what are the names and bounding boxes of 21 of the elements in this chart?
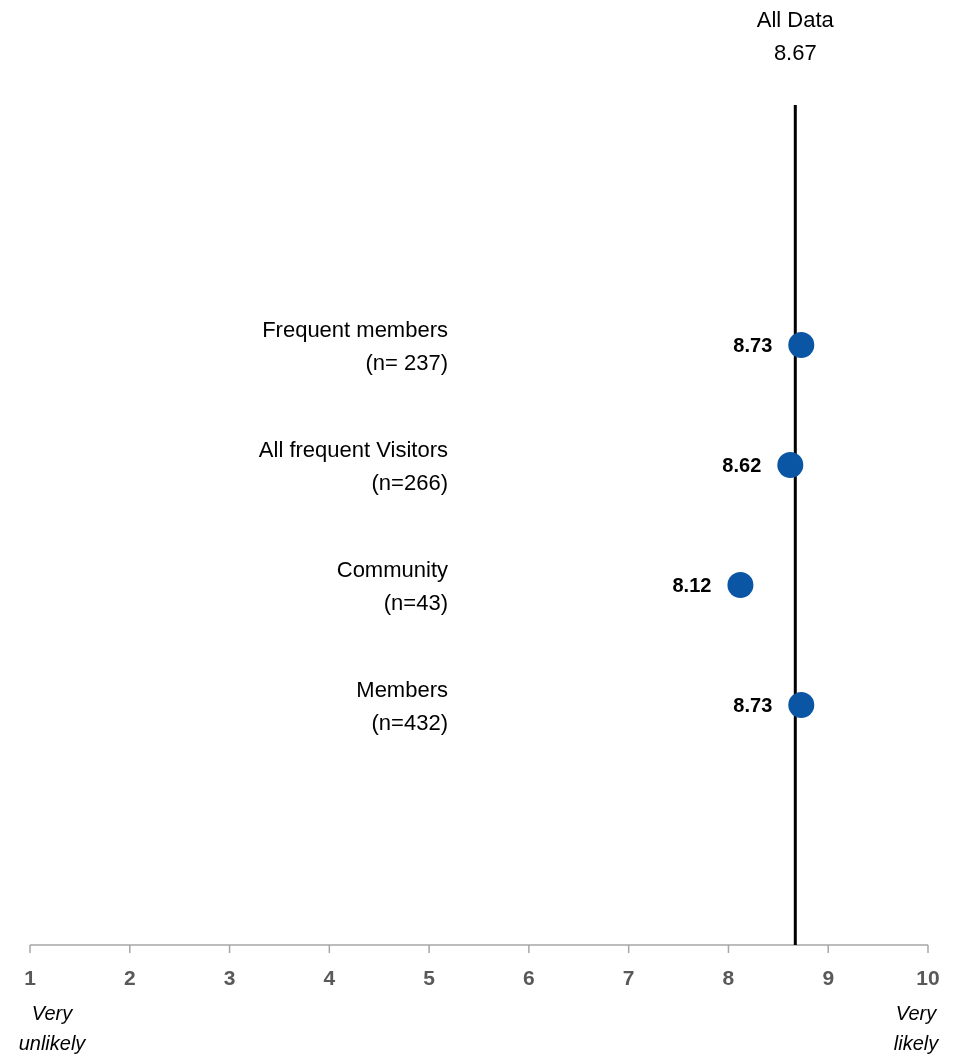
y-tick-label: All frequent Visitors (n=266)	[258, 436, 448, 495]
x-tick-label: 6	[523, 966, 535, 989]
y-tick-label: Members (n=432)	[356, 676, 448, 735]
x-tick-label: 9	[822, 966, 835, 989]
x-tick-label: 2	[123, 966, 136, 989]
data-label: 8.12	[672, 574, 712, 596]
x-tick-label: 1	[24, 966, 37, 989]
x-tick-label: 10	[916, 966, 940, 989]
x-tick-label: 7	[622, 966, 635, 989]
x-tick-label: 8	[722, 966, 735, 989]
y-tick-label: Community (n=43)	[336, 556, 448, 615]
data-label: 8.73	[733, 694, 773, 716]
data-label: 8.73	[733, 334, 773, 356]
ref-line-label: All Data 8.67	[756, 7, 835, 65]
y-tick-label: Frequent members (n= 237)	[262, 316, 448, 375]
text: Very unlikely	[18, 1002, 87, 1054]
text: Very likely	[893, 1002, 940, 1054]
x-tick-label: 3	[223, 966, 236, 989]
data-label: 8.62	[722, 454, 762, 476]
x-tick-label: 5	[423, 966, 436, 989]
x-tick-label: 4	[323, 966, 336, 989]
